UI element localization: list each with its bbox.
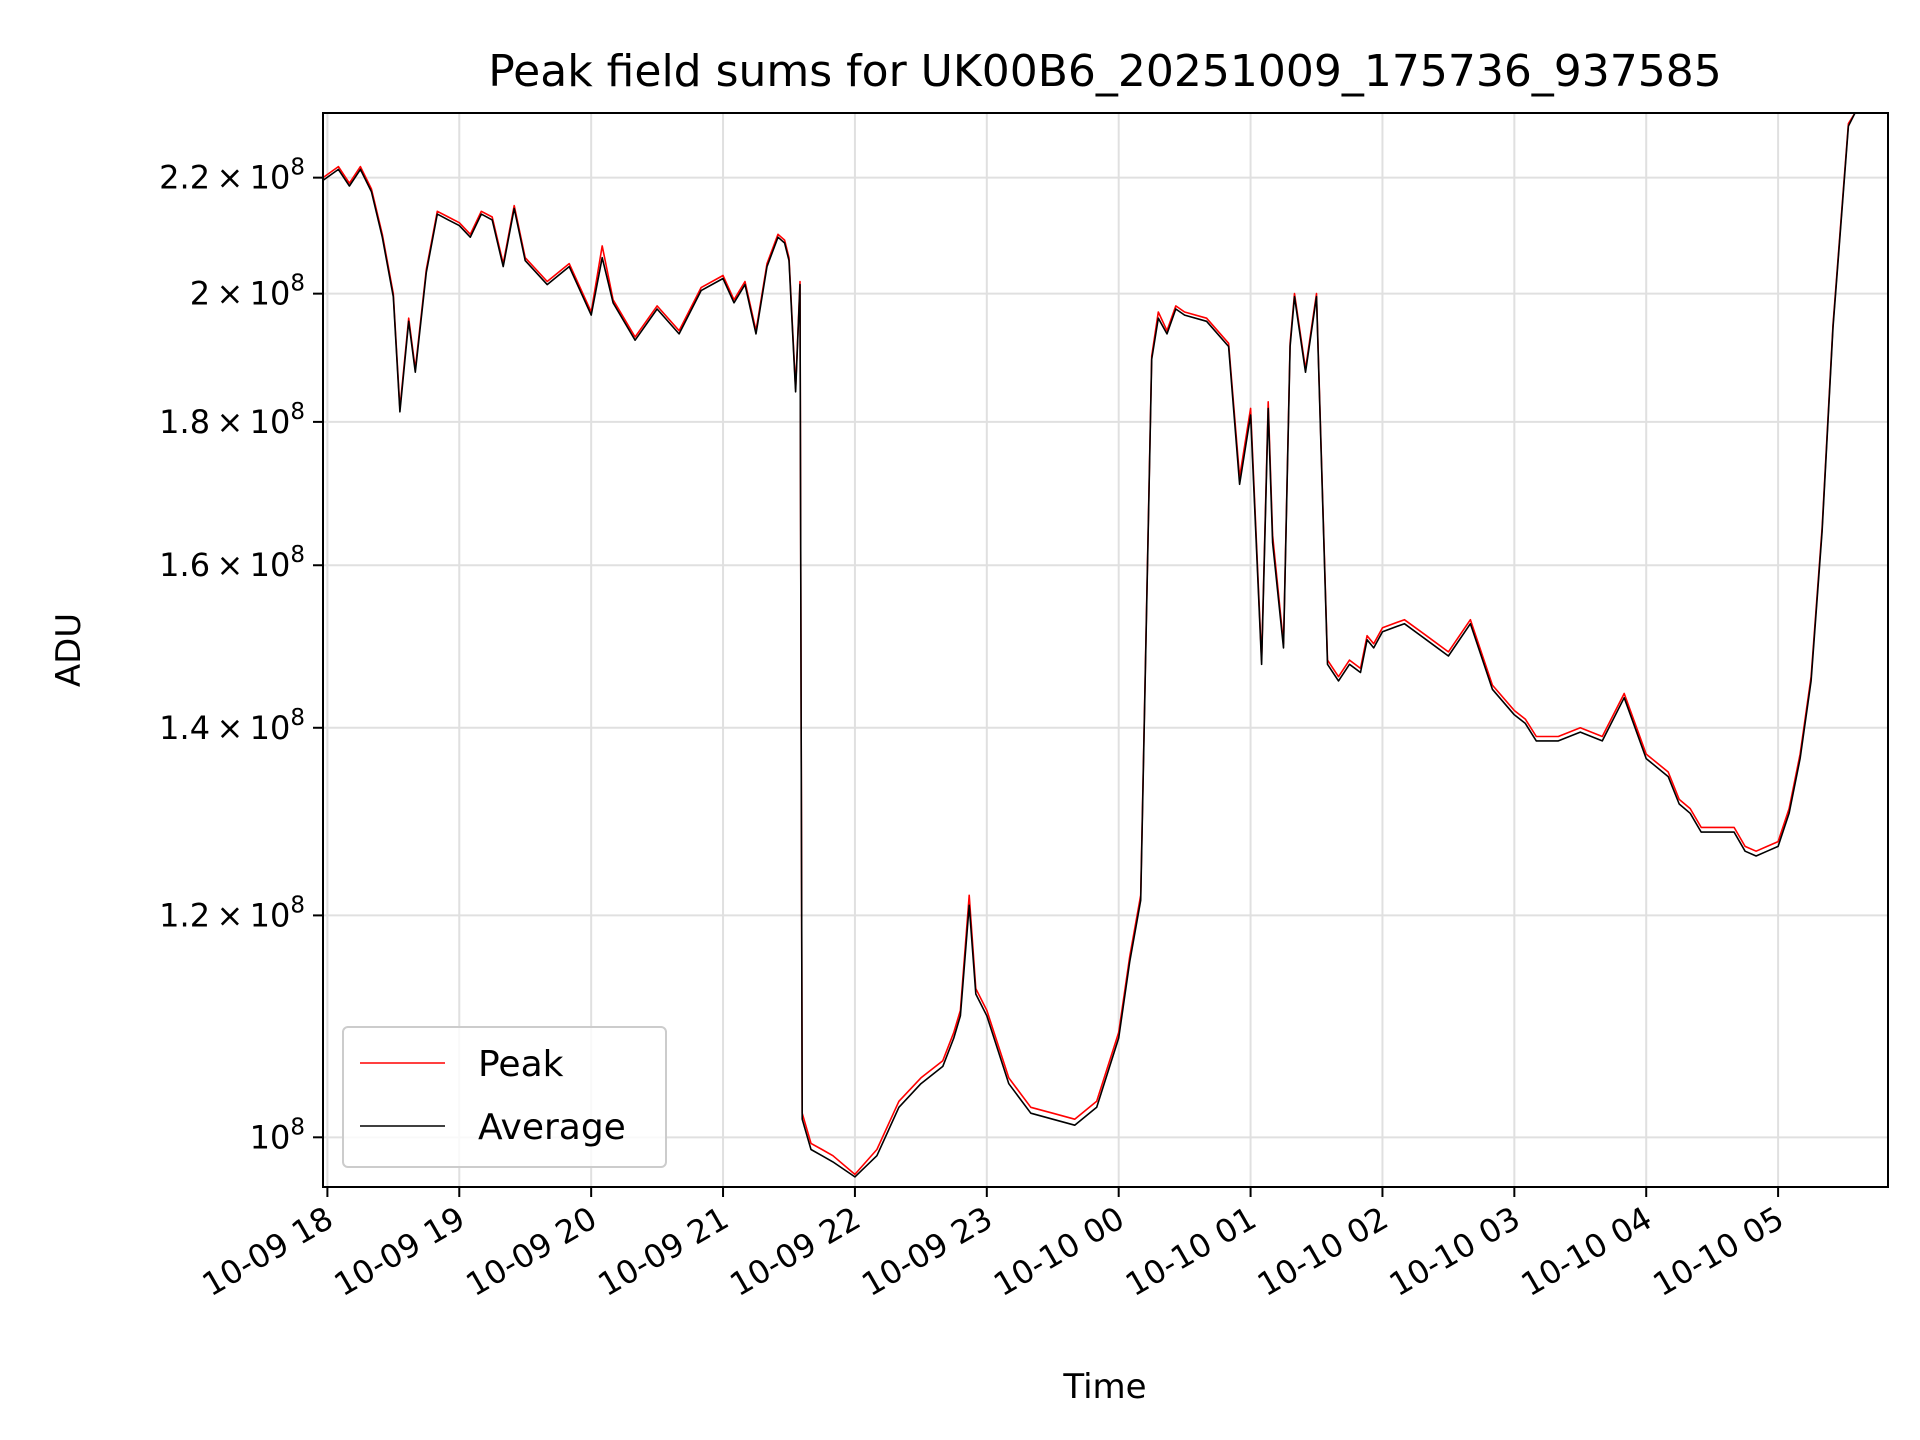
chart-title: Peak field sums for UK00B6_20251009_1757… bbox=[488, 46, 1722, 97]
legend-label-peak: Peak bbox=[478, 1044, 564, 1085]
y-tick-label: 2 × 108 bbox=[190, 271, 305, 313]
y-tick-label: 1.2 × 108 bbox=[159, 892, 305, 934]
y-tick-label: 2.2 × 108 bbox=[159, 155, 305, 197]
series-layer bbox=[322, 112, 1866, 1178]
legend: Peak Average bbox=[342, 1026, 667, 1168]
legend-label-average: Average bbox=[478, 1107, 626, 1148]
y-tick-label: 1.8 × 108 bbox=[159, 399, 305, 441]
y-tick-label: 108 bbox=[250, 1114, 305, 1156]
grid-lines bbox=[323, 113, 1888, 1187]
y-axis: 108 1.2 × 108 1.4 × 108 1.6 × 108 1.8 × 108 2… bbox=[159, 155, 323, 1156]
x-axis-label: Time bbox=[1062, 1367, 1146, 1407]
legend-box bbox=[342, 1026, 667, 1168]
series-line-average bbox=[322, 112, 1866, 1178]
plot-frame bbox=[322, 112, 1889, 1188]
y-axis-label: ADU bbox=[49, 613, 89, 687]
y-tick-label: 1.4 × 108 bbox=[159, 705, 305, 747]
y-tick-label: 1.6 × 108 bbox=[159, 542, 305, 584]
